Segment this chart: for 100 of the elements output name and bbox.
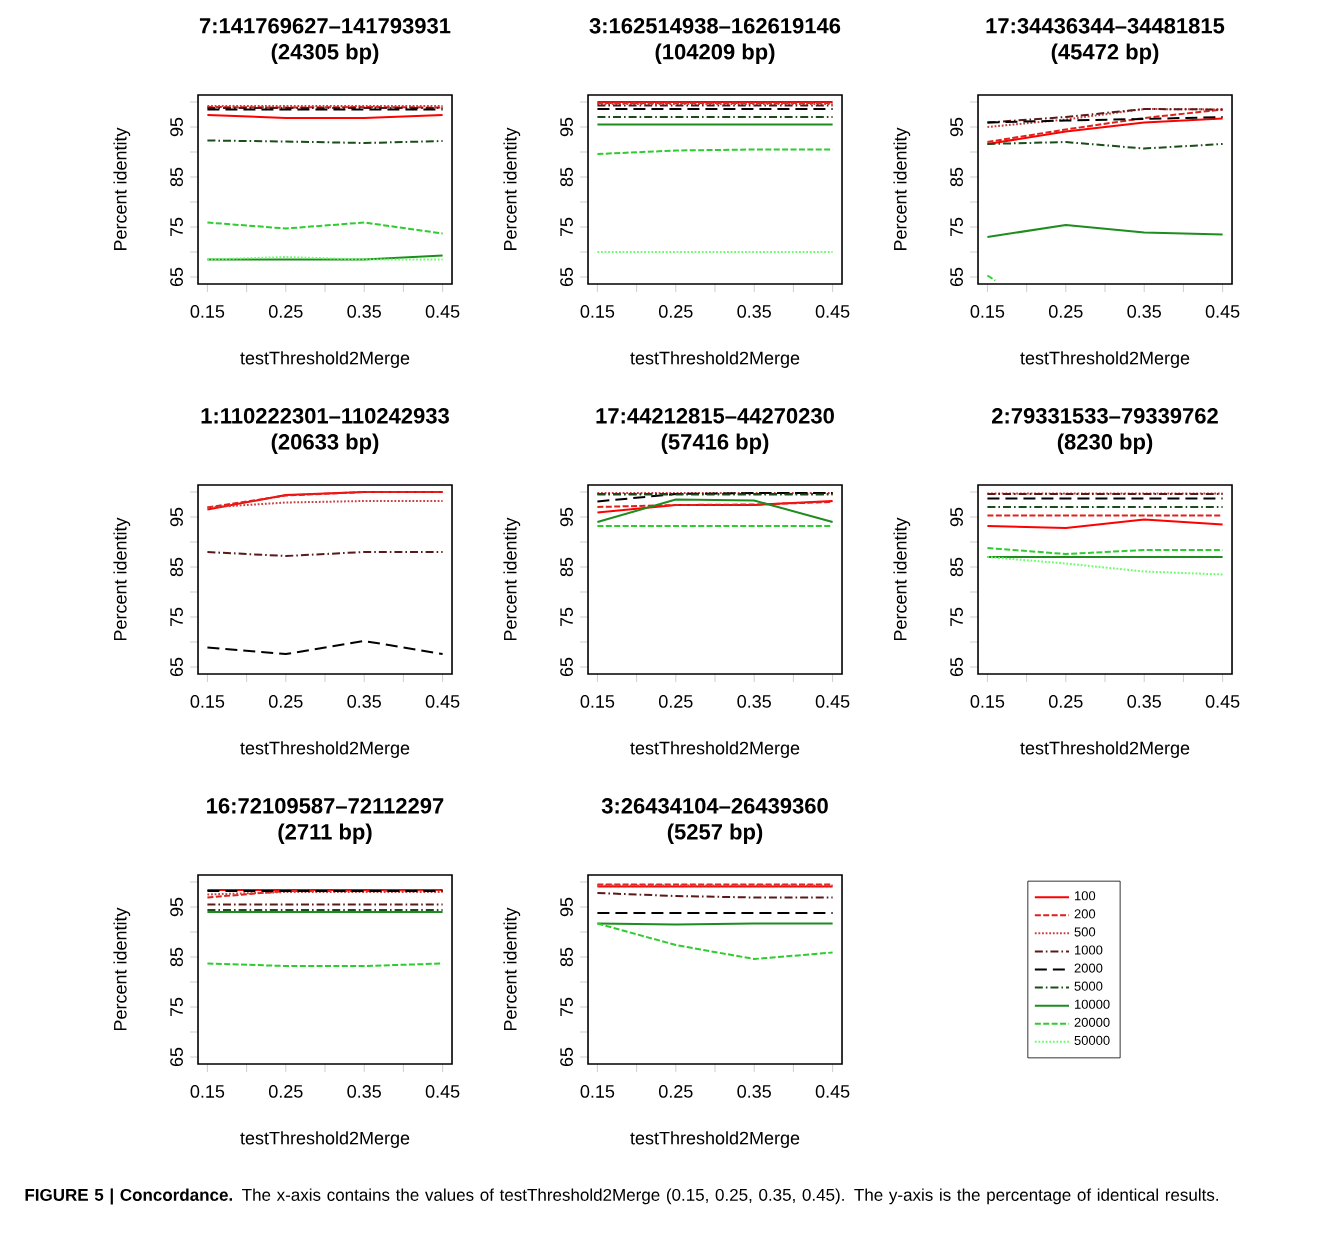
x-tick-label: 0.35 [1127, 695, 1161, 708]
y-tick-label: 95 [560, 897, 573, 917]
y-tick-label: 75 [170, 997, 183, 1017]
x-tick-label: 0.45 [425, 305, 460, 318]
x-tick-label: 0.15 [190, 1085, 225, 1098]
chart-title: 17:44212815–44270230 [596, 408, 834, 424]
legend-label: 2000 [1074, 963, 1103, 973]
y-tick-label: 95 [170, 507, 183, 527]
legend-label: 10000 [1074, 999, 1110, 1009]
x-tick-label: 0.25 [658, 305, 693, 318]
legend-label: 200 [1074, 909, 1096, 919]
chart-title: 17:34436344–34481815 [986, 18, 1225, 34]
y-axis-title: Percent identity [893, 517, 911, 641]
x-tick-label: 0.35 [1127, 305, 1161, 318]
line-series [986, 108, 1224, 129]
y-tick-label: 75 [560, 997, 573, 1017]
line-series [596, 922, 834, 961]
x-tick-label: 0.35 [347, 1085, 381, 1098]
chart-subtitle: (2711 bp) [278, 823, 372, 844]
legend-label: 5000 [1074, 981, 1103, 991]
x-tick-label: 0.15 [580, 1085, 615, 1098]
y-tick-label: 65 [950, 657, 963, 677]
y-axis-title: Percent identity [113, 907, 131, 1031]
y-tick-label: 75 [560, 607, 573, 627]
x-tick-label: 0.25 [658, 1085, 693, 1098]
x-tick-label: 0.35 [347, 305, 381, 318]
chart-subtitle: (104209 bp) [655, 43, 775, 64]
y-tick-label: 65 [170, 1047, 183, 1067]
y-tick-label: 95 [170, 897, 183, 917]
x-axis-title: testThreshold2Merge [1020, 351, 1190, 368]
y-tick-label: 95 [560, 117, 573, 137]
x-tick-label: 0.35 [347, 695, 381, 708]
x-tick-label: 0.35 [737, 1085, 771, 1098]
chart-subtitle: (57416 bp) [661, 433, 769, 454]
y-axis-title: Percent identity [113, 127, 131, 251]
y-tick-label: 75 [560, 217, 573, 237]
line-series [986, 556, 1224, 576]
x-axis-title: testThreshold2Merge [240, 741, 410, 758]
chart-title: 7:141769627–141793931 [199, 18, 451, 34]
legend-label: 50000 [1074, 1035, 1110, 1045]
chart-subtitle: (8230 bp) [1057, 433, 1153, 454]
chart-title: 1:110222301–110242933 [201, 408, 449, 424]
chart-title: 3:162514938–162619146 [589, 18, 841, 34]
y-tick-label: 75 [950, 607, 963, 627]
y-axis-title: Percent identity [503, 907, 521, 1031]
x-tick-label: 0.45 [1205, 305, 1240, 318]
x-tick-label: 0.25 [268, 695, 303, 708]
y-tick-label: 85 [560, 947, 573, 967]
y-tick-label: 65 [170, 657, 183, 677]
y-tick-label: 65 [950, 267, 963, 287]
x-axis-title: testThreshold2Merge [240, 1131, 410, 1148]
x-tick-label: 0.35 [737, 695, 771, 708]
line-series [986, 518, 1224, 530]
y-tick-label: 85 [170, 167, 183, 187]
y-tick-label: 85 [950, 167, 963, 187]
y-axis-title: Percent identity [503, 127, 521, 251]
x-tick-label: 0.25 [658, 695, 693, 708]
x-tick-label: 0.45 [815, 1085, 850, 1098]
x-axis-title: testThreshold2Merge [630, 741, 800, 758]
x-tick-label: 0.45 [815, 695, 850, 708]
y-tick-label: 95 [950, 117, 963, 137]
x-tick-label: 0.15 [580, 695, 615, 708]
x-tick-label: 0.15 [190, 305, 225, 318]
x-tick-label: 0.45 [1205, 695, 1240, 708]
x-tick-label: 0.15 [190, 695, 225, 708]
x-tick-label: 0.45 [425, 695, 460, 708]
x-tick-label: 0.25 [1048, 695, 1083, 708]
y-tick-label: 85 [170, 557, 183, 577]
chart-subtitle: (20633 bp) [271, 433, 379, 454]
y-tick-label: 65 [560, 267, 573, 287]
y-axis-title: Percent identity [503, 517, 521, 641]
chart-title: 16:72109587–72112297 [207, 798, 444, 814]
x-tick-label: 0.35 [737, 305, 771, 318]
x-tick-label: 0.15 [580, 305, 615, 318]
y-tick-label: 95 [560, 507, 573, 527]
y-tick-label: 85 [560, 557, 573, 577]
x-tick-label: 0.25 [268, 305, 303, 318]
x-tick-label: 0.15 [970, 305, 1005, 318]
y-tick-label: 85 [560, 167, 573, 187]
x-axis-title: testThreshold2Merge [630, 1131, 800, 1148]
y-tick-label: 75 [170, 217, 183, 237]
y-tick-label: 65 [560, 657, 573, 677]
x-axis-title: testThreshold2Merge [240, 351, 410, 368]
y-tick-label: 95 [170, 117, 183, 137]
y-tick-label: 65 [170, 267, 183, 287]
chart-subtitle: (45472 bp) [1051, 43, 1159, 64]
line-series [986, 224, 1224, 238]
legend-label: 20000 [1074, 1017, 1110, 1027]
y-tick-label: 85 [170, 947, 183, 967]
y-axis-title: Percent identity [893, 127, 911, 251]
y-tick-label: 75 [950, 217, 963, 237]
y-tick-label: 65 [560, 1047, 573, 1067]
x-axis-title: testThreshold2Merge [630, 351, 800, 368]
x-tick-label: 0.15 [970, 695, 1005, 708]
x-axis-title: testThreshold2Merge [1020, 741, 1190, 758]
line-series [986, 108, 1224, 144]
x-tick-label: 0.25 [268, 1085, 303, 1098]
chart-subtitle: (24305 bp) [271, 43, 379, 64]
chart-title: 2:79331533–79339762 [991, 408, 1218, 424]
legend-label: 100 [1074, 891, 1096, 901]
